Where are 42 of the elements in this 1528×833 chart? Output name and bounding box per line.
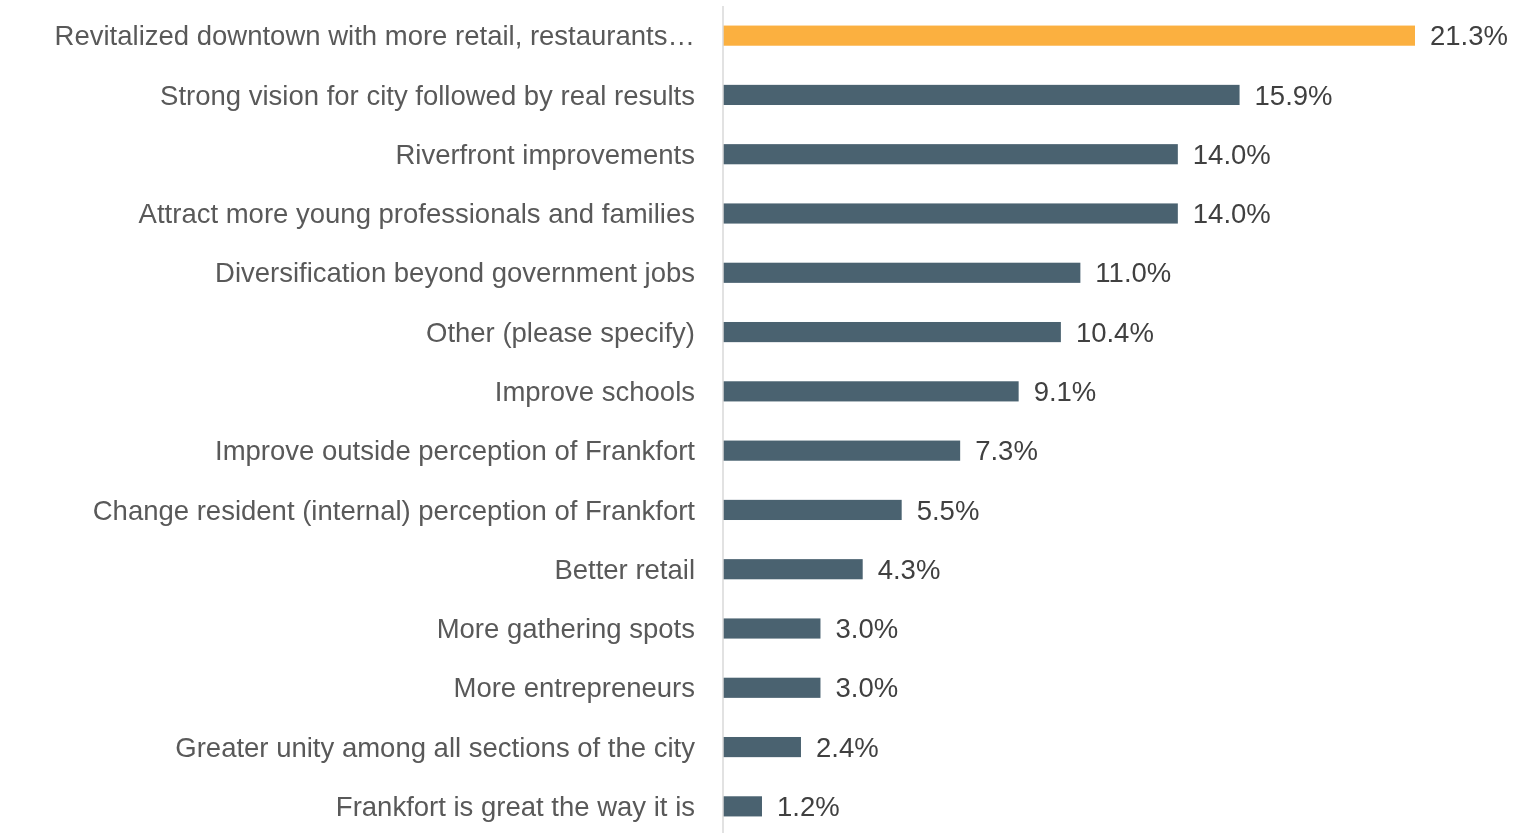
- y-tick-label: More gathering spots: [436, 613, 695, 645]
- bar: [723, 796, 762, 817]
- data-label: 10.4%: [1075, 316, 1154, 348]
- bar: [723, 618, 821, 639]
- data-label: 9.1%: [1033, 375, 1097, 407]
- data-label: 15.9%: [1254, 79, 1333, 111]
- data-label: 5.5%: [916, 494, 980, 526]
- y-tick-label: Riverfront improvements: [395, 138, 695, 170]
- data-label: 1.2%: [776, 790, 840, 822]
- data-label: 3.0%: [835, 613, 899, 645]
- bar: [723, 499, 902, 521]
- bar: [723, 736, 801, 758]
- y-tick-label: Strong vision for city followed by real results: [160, 79, 695, 111]
- data-label: 7.3%: [975, 435, 1038, 467]
- bar: [723, 321, 1061, 343]
- bar: [723, 203, 1178, 224]
- y-tick-label: Better retail: [554, 553, 695, 585]
- bar: [723, 559, 863, 580]
- bar: [723, 677, 821, 698]
- bar: [723, 440, 961, 461]
- y-tick-label: Greater unity among all sections of the city: [175, 731, 696, 763]
- data-label: 14.0%: [1192, 138, 1271, 170]
- y-tick-label: Diversification beyond government jobs: [215, 257, 695, 289]
- y-tick-label: Revitalized downtown with more retail, restaurants…: [54, 20, 695, 52]
- bar: [723, 262, 1081, 283]
- y-tick-label: More entrepreneurs: [453, 672, 695, 704]
- data-label: 11.0%: [1095, 257, 1172, 289]
- bar: [723, 144, 1178, 165]
- data-label: 4.3%: [877, 553, 941, 585]
- y-tick-label: Improve outside perception of Frankfort: [215, 435, 696, 467]
- y-tick-label: Other (please specify): [426, 316, 695, 348]
- y-tick-label: Attract more young professionals and families: [138, 198, 695, 230]
- data-label: 2.4%: [815, 731, 879, 763]
- bar: [723, 84, 1240, 106]
- y-tick-label: Change resident (internal) perception of Frankfort: [92, 494, 696, 526]
- bar: [723, 25, 1415, 46]
- data-label: 14.0%: [1192, 198, 1271, 230]
- y-tick-label: Improve schools: [494, 375, 695, 407]
- y-tick-label: Frankfort is great the way it is: [335, 790, 695, 822]
- data-label: 3.0%: [835, 672, 899, 704]
- data-label: 21.3%: [1430, 20, 1508, 52]
- bar: [723, 381, 1019, 402]
